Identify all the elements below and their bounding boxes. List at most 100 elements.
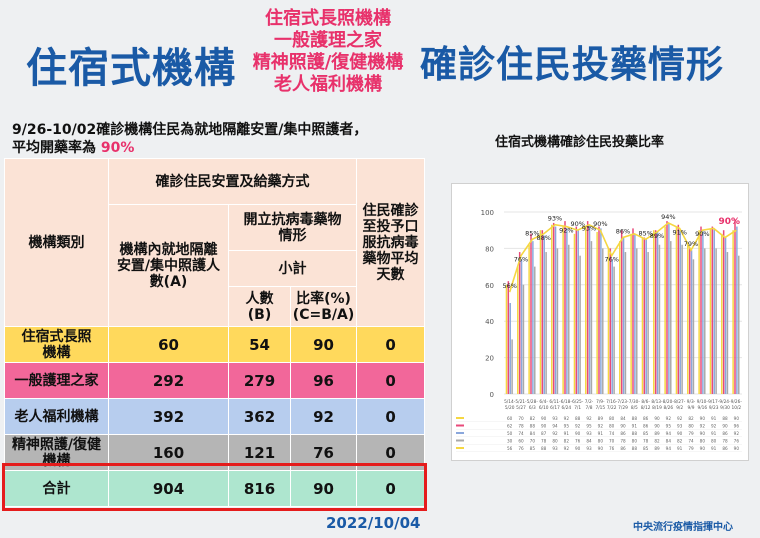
bar — [632, 228, 634, 394]
bar — [541, 230, 544, 394]
row-days: 0 — [356, 326, 426, 363]
bar — [564, 221, 566, 394]
x-tick-label: 8/6- — [641, 399, 650, 405]
header-institution-type: 機構類別 — [4, 158, 109, 327]
bar — [722, 230, 725, 394]
bar — [573, 233, 576, 394]
title-left: 住宿式機構 — [26, 44, 236, 92]
table-value: 90 — [654, 424, 660, 429]
row-count-a: 904 — [108, 470, 229, 507]
x-tick-label: 9/24- — [719, 399, 731, 405]
bar — [726, 252, 729, 394]
table-value: 88 — [530, 424, 536, 429]
table-value: 86 — [722, 431, 728, 436]
row-ratio: 90 — [289, 470, 358, 507]
table-value: 86 — [620, 431, 626, 436]
bar — [585, 226, 587, 394]
table-value: 56 — [507, 446, 513, 451]
row-count-a: 60 — [108, 326, 229, 363]
table-row: 住宿式長照機構 60 54 90 0 — [4, 326, 426, 363]
header-antiviral-group: 開立抗病毒藥物情形 — [227, 204, 358, 251]
bar — [620, 230, 623, 394]
table-value: 90 — [722, 424, 728, 429]
table-value: 82 — [688, 416, 694, 421]
table-value: 50 — [507, 431, 513, 436]
point-label: 91% — [672, 228, 686, 236]
org-name: 中央流行疫情指揮中心 — [633, 522, 733, 533]
bar — [679, 230, 681, 394]
table-value: 70 — [609, 439, 615, 444]
point-label: 93% — [582, 225, 596, 233]
y-tick-label: 80 — [485, 245, 494, 253]
x-tick-label: 9/23 — [709, 405, 719, 411]
institution-type-list: 住宿式長照機構 一般護理之家 精神照護/復健機構 老人福利機構 — [238, 8, 418, 96]
bar — [688, 248, 691, 394]
bar — [518, 252, 521, 394]
point-label: 94% — [661, 213, 675, 221]
table-value: 79 — [688, 431, 694, 436]
table-value: 78 — [643, 439, 649, 444]
point-label: 76% — [604, 256, 618, 264]
table-value: 86 — [643, 416, 649, 421]
table-value: 84 — [620, 416, 626, 421]
header-average-days: 住民確診至投予口服抗病毒藥物平均天數 — [356, 158, 426, 327]
bar — [511, 339, 513, 394]
bar — [624, 252, 627, 394]
bar — [522, 284, 525, 394]
table-value: 85 — [643, 446, 649, 451]
x-tick-label: 6/3 — [529, 405, 536, 411]
chart-title: 住宿式機構確診住民投藥比率 — [495, 135, 665, 150]
bar — [517, 266, 519, 394]
bar — [738, 255, 740, 394]
point-label: 86% — [616, 227, 630, 235]
bar — [577, 230, 579, 394]
table-row-total: 合計 904 816 90 0 — [4, 470, 426, 507]
bar — [543, 235, 545, 394]
x-tick-label: 9/16 — [698, 405, 708, 411]
bar — [534, 266, 536, 394]
table-value: 88 — [632, 416, 638, 421]
bar — [681, 244, 683, 394]
table-value: 90 — [677, 431, 683, 436]
bar — [721, 233, 723, 394]
table-value: 78 — [541, 439, 547, 444]
row-type: 一般護理之家 — [4, 362, 109, 399]
bar — [520, 259, 523, 394]
table-value: 93 — [552, 446, 558, 451]
point-label: 90% — [593, 220, 607, 228]
table-value: 82 — [564, 439, 570, 444]
bar — [677, 224, 680, 394]
table-value: 94 — [666, 431, 672, 436]
bar — [552, 222, 555, 394]
header-count-b: 人數(B) — [228, 286, 291, 327]
table-value: 82 — [530, 416, 536, 421]
bar — [713, 228, 715, 394]
table-value: 80 — [632, 439, 638, 444]
bar — [611, 259, 613, 394]
x-tick-label: 7/1 — [574, 405, 581, 411]
table-value: 80 — [609, 416, 615, 421]
table-value: 80 — [609, 424, 615, 429]
row-count-a: 292 — [108, 362, 229, 399]
bar — [690, 250, 693, 394]
y-tick-label: 100 — [481, 209, 494, 217]
table-value: 86 — [722, 446, 728, 451]
table-value: 84 — [586, 439, 592, 444]
point-label: 76% — [514, 256, 528, 264]
bar — [704, 248, 706, 394]
table-value: 84 — [530, 431, 536, 436]
x-tick-label: 6/17 — [550, 405, 560, 411]
bar — [692, 259, 695, 394]
row-count-b: 279 — [228, 362, 291, 399]
bar — [670, 241, 672, 394]
table-value: 90 — [541, 424, 547, 429]
x-tick-label: 10/2 — [732, 405, 742, 411]
y-tick-label: 20 — [485, 355, 494, 363]
table-value: 85 — [530, 446, 536, 451]
x-tick-label: 7/23- — [617, 399, 629, 405]
table-value: 76 — [518, 446, 524, 451]
table-value: 88 — [632, 446, 638, 451]
row-type: 老人福利機構 — [4, 398, 109, 435]
row-count-b: 54 — [228, 326, 291, 363]
summary-line-2-prefix: 平均開藥率為 — [12, 140, 101, 156]
